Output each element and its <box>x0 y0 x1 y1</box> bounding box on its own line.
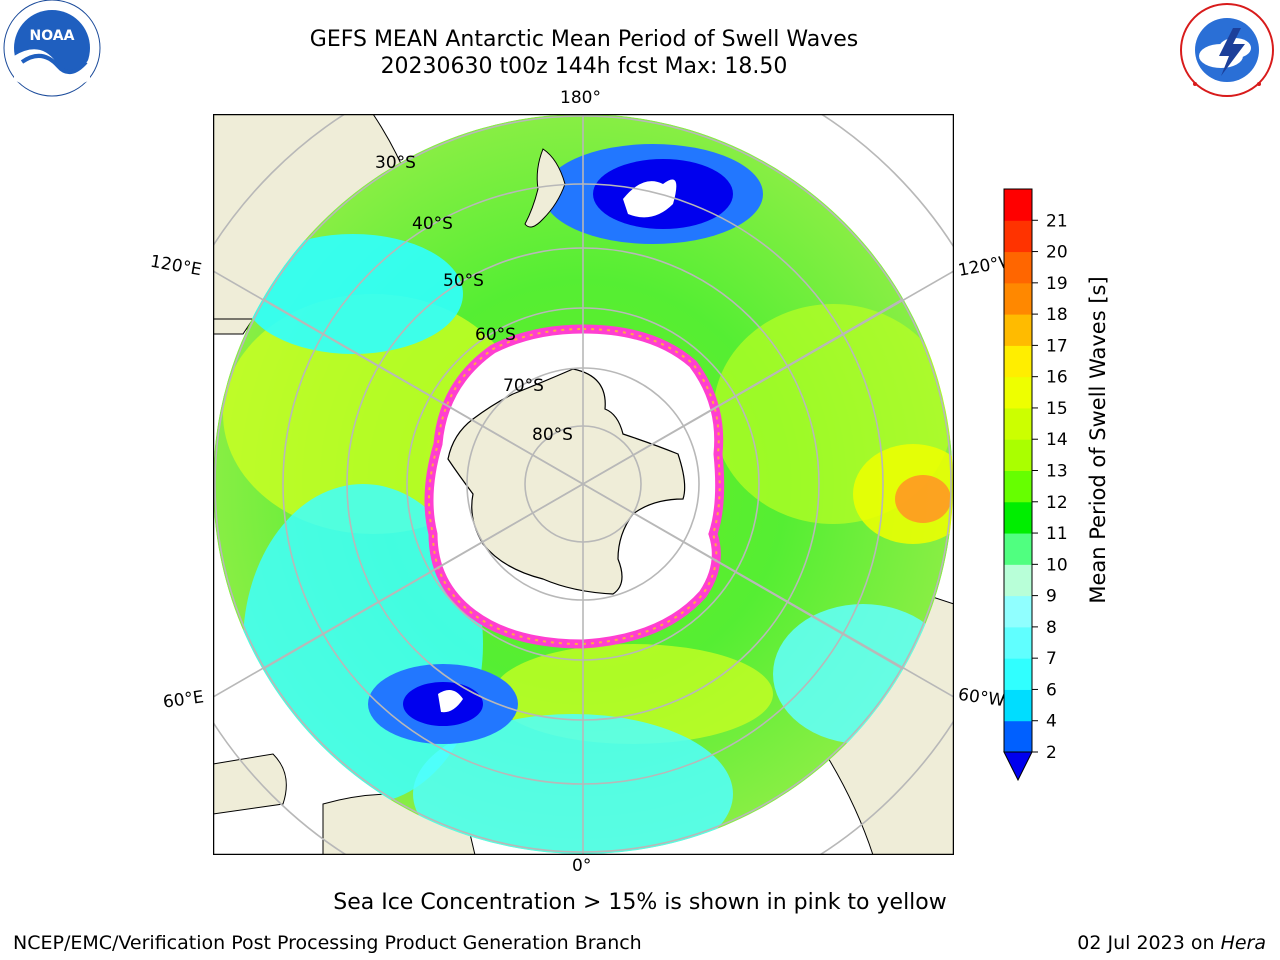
sea-ice-note: Sea Ice Concentration > 15% is shown in … <box>333 890 947 915</box>
lon-label-120e: 120°E <box>148 251 204 281</box>
lat-label-60s: 60°S <box>475 325 516 345</box>
colorbar-tick-label: 4 <box>1046 712 1057 732</box>
lat-label-30s: 30°S <box>375 153 416 173</box>
colorbar-tick-label: 21 <box>1046 211 1068 231</box>
lat-label-70s: 70°S <box>503 376 544 396</box>
chart-title: GEFS MEAN Antarctic Mean Period of Swell… <box>309 27 859 52</box>
nws-logo <box>1175 0 1280 104</box>
colorbar-bin <box>1004 501 1032 534</box>
colorbar-tick-label: 14 <box>1046 430 1068 450</box>
colorbar-bin <box>1004 689 1032 722</box>
colorbar-tick-label: 19 <box>1046 274 1068 294</box>
land-antarctica <box>447 368 686 595</box>
colorbar-bin <box>1004 595 1032 628</box>
colorbar-tick-label: 13 <box>1046 462 1068 482</box>
colorbar-tick-label: 8 <box>1046 618 1057 638</box>
colorbar-under-arrow <box>1003 751 1033 782</box>
colorbar-tick-label: 7 <box>1046 649 1057 669</box>
lat-label-80s: 80°S <box>532 425 573 445</box>
colorbar-tick-label: 20 <box>1046 243 1068 263</box>
colorbar-tick-label: 15 <box>1046 399 1068 419</box>
colorbar-bin <box>1004 376 1032 409</box>
colorbar-bin <box>1004 251 1032 284</box>
colorbar-tick-label: 18 <box>1046 305 1068 325</box>
chart-subtitle: 20230630 t00z 144h fcst Max: 18.50 <box>380 54 788 79</box>
land-africa <box>213 753 287 815</box>
colorbar-bin <box>1004 439 1032 471</box>
colorbar-tick-label: 11 <box>1046 524 1068 544</box>
footer-branch: NCEP/EMC/Verification Post Processing Pr… <box>13 932 642 954</box>
land-new-zealand <box>524 148 566 228</box>
colorbar-tick-label: 2 <box>1046 743 1057 763</box>
colorbar-tick-label: 16 <box>1046 368 1068 388</box>
map-frame <box>212 113 955 856</box>
colorbar-tick-label: 12 <box>1046 493 1068 513</box>
footer-date-text: 02 Jul 2023 on <box>1077 932 1221 954</box>
colorbar-tick-label: 17 <box>1046 336 1068 356</box>
colorbar-bin <box>1004 220 1032 253</box>
lat-label-40s: 40°S <box>412 214 453 234</box>
colorbar-bin <box>1004 658 1032 690</box>
colorbar-bin <box>1004 470 1032 503</box>
lon-label-0: 0° <box>572 856 592 876</box>
colorbar-bin <box>1004 345 1032 378</box>
svg-text:NOAA: NOAA <box>30 28 75 44</box>
colorbar-bin <box>1004 564 1032 597</box>
colorbar-label: Mean Period of Swell Waves [s] <box>1086 276 1110 604</box>
colorbar-bin <box>1004 282 1032 315</box>
lat-label-50s: 50°S <box>443 271 484 291</box>
colorbar-bin <box>1004 720 1032 753</box>
colorbar-tick-label: 9 <box>1046 587 1057 607</box>
colorbar: 2 4 6 7 8 9 10 11 12 13 14 15 16 17 18 19 20 21 <box>990 180 1120 794</box>
lon-label-60e: 60°E <box>161 687 206 713</box>
lon-label-180: 180° <box>560 88 601 108</box>
noaa-logo: NOAA <box>0 0 104 104</box>
colorbar-tick-label: 6 <box>1046 680 1057 700</box>
colorbar-bin <box>1004 407 1032 440</box>
polar-map: 30°S 40°S 50°S 60°S 70°S 80°S <box>212 113 955 859</box>
footer-host: Hera <box>1220 932 1266 954</box>
colorbar-bin <box>1004 533 1032 565</box>
footer-date: 02 Jul 2023 on Hera <box>1077 932 1266 954</box>
colorbar-bin <box>1004 314 1032 346</box>
colorbar-bin <box>1004 189 1032 221</box>
colorbar-tick-label: 10 <box>1046 555 1068 575</box>
colorbar-bin <box>1004 626 1032 659</box>
